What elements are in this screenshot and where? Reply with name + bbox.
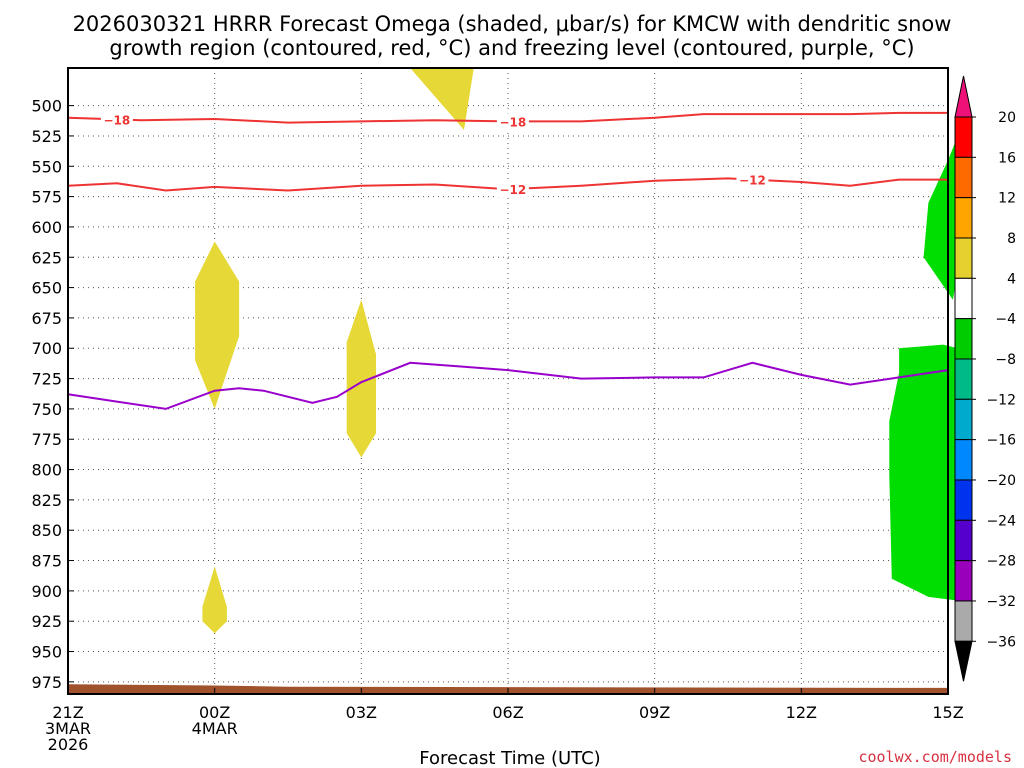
isotherm-contours: −18 −18 −12 −12	[67, 111, 949, 410]
contour-label: −12	[500, 183, 527, 197]
colorbar-label: −36	[986, 634, 1016, 650]
x-tick-label: 03Z	[346, 703, 377, 722]
chart-title: 2026030321 HRRR Forecast Omega (shaded, …	[73, 12, 952, 60]
contour-label: −18	[104, 113, 131, 127]
contour-label: −18	[500, 115, 527, 129]
colorbar-segment	[954, 237, 973, 279]
colorbar-segment	[954, 197, 973, 239]
contour-label: −12	[739, 174, 766, 188]
shaded-region-upward-omega-top	[410, 68, 474, 130]
x-tick-label: 4MAR	[192, 719, 238, 738]
colorbar-label: 4	[1007, 271, 1016, 287]
y-tick-label: 575	[31, 188, 62, 207]
colorbar-segment	[954, 358, 973, 400]
colorbar-label: 12	[998, 191, 1016, 207]
y-tick-label: 950	[31, 643, 62, 662]
y-tick-label: 725	[31, 370, 62, 389]
y-tick-label: 700	[31, 339, 62, 358]
contour-minus-18-isotherm	[67, 111, 948, 124]
colorbar-top-arrow	[954, 75, 973, 118]
y-tick-label: 850	[31, 521, 62, 540]
x-tick-label: 09Z	[639, 703, 670, 722]
x-tick-label: 21Z	[52, 703, 83, 722]
colorbar-segment	[954, 600, 973, 642]
colorbar-segment	[954, 318, 973, 360]
colorbar-label: −28	[986, 554, 1016, 570]
y-tick-label: 650	[31, 279, 62, 298]
shaded-region-upward-omega-00z-lower	[202, 566, 227, 634]
plot-area	[68, 68, 948, 694]
colorbar-label: 20	[998, 110, 1016, 126]
x-tick-label: 2026	[48, 735, 89, 754]
y-tick-label: 550	[31, 157, 62, 176]
credit-text: coolwx.com/models	[858, 748, 1012, 766]
contour-label-bg	[496, 113, 529, 130]
colorbar-label: −4	[995, 312, 1016, 328]
y-tick-label: 600	[31, 218, 62, 237]
y-tick-label: 900	[31, 582, 62, 601]
y-tick-label: 925	[31, 612, 62, 631]
colorbar-label: −20	[986, 473, 1016, 489]
colorbar-segment	[954, 398, 973, 441]
contour-label-bg	[496, 181, 529, 198]
x-tick-label: 00Z	[199, 703, 230, 722]
contour-label-bg	[736, 171, 769, 188]
contour-freezing-level	[67, 361, 949, 410]
shaded-region-downward-omega-lower	[889, 344, 973, 601]
colorbar-bottom-arrow	[954, 640, 973, 682]
colorbar-segment	[954, 116, 973, 158]
shaded-region-upward-omega-00z-upper	[195, 241, 240, 409]
colorbar-segment	[954, 519, 973, 562]
y-tick-label: 625	[31, 248, 62, 267]
y-tick-label: 875	[31, 552, 62, 571]
y-tick-label: 675	[31, 309, 62, 328]
colorbar-label: 16	[998, 150, 1016, 166]
y-tick-label: 525	[31, 127, 62, 146]
x-tick-label: 3MAR	[45, 719, 91, 738]
y-tick-label: 500	[31, 97, 62, 116]
contour-label-bg	[100, 111, 133, 128]
x-tick-label: 06Z	[492, 703, 523, 722]
omega-colorbar: 20 16 12 8 4 −4 −8 −12 −16 −20 −24 −28 −32 −36	[954, 75, 1016, 682]
colorbar-label: −24	[986, 513, 1016, 529]
colorbar-segment	[954, 479, 973, 521]
x-axis-title: Forecast Time (UTC)	[419, 748, 600, 768]
title-line-1: 2026030321 HRRR Forecast Omega (shaded, …	[73, 12, 952, 36]
y-tick-label: 975	[31, 673, 62, 692]
y-tick-label: 825	[31, 491, 62, 510]
colorbar-label: −12	[986, 392, 1016, 408]
colorbar-label: 8	[1007, 231, 1016, 247]
y-tick-label: 750	[31, 400, 62, 419]
shaded-region-upward-omega-03z	[346, 299, 376, 458]
y-tick-label: 775	[31, 430, 62, 449]
colorbar-label: −8	[995, 352, 1016, 368]
colorbar-segment	[954, 277, 973, 320]
colorbar-segment	[954, 156, 973, 199]
colorbar-segment	[954, 560, 973, 602]
x-tick-label: 15Z	[932, 703, 963, 722]
colorbar-segment	[954, 439, 973, 481]
x-tick-label: 12Z	[786, 703, 817, 722]
colorbar-label: −16	[986, 433, 1016, 449]
colorbar-label: −32	[986, 594, 1016, 610]
y-tick-label: 800	[31, 461, 62, 480]
y-axis-ticks: 500 525 550 575 600 625 650 675 700 725 750 775 800 8…	[31, 97, 74, 692]
title-line-2: growth region (contoured, red, °C) and f…	[109, 36, 914, 60]
